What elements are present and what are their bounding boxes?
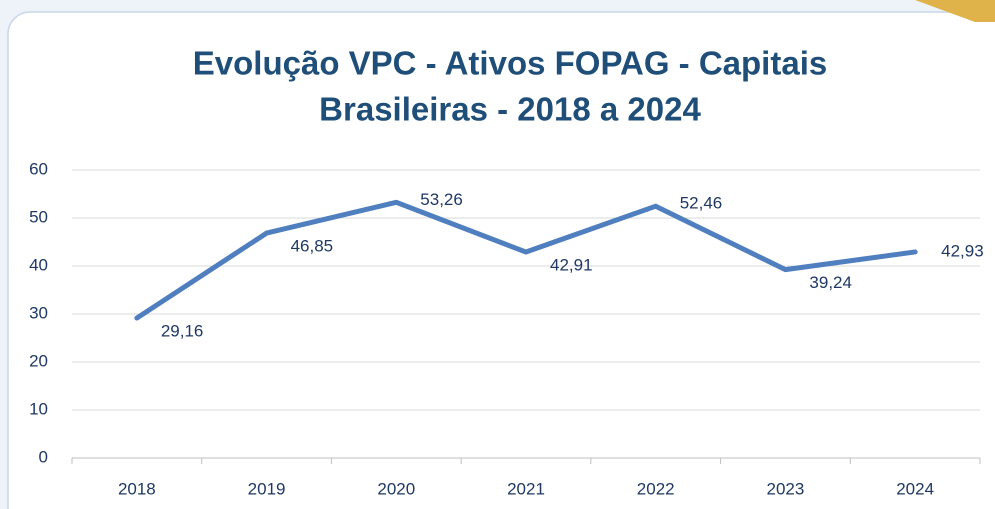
x-tick-label: 2020 — [377, 479, 415, 498]
data-label: 42,91 — [550, 256, 593, 275]
data-label: 42,93 — [941, 241, 984, 260]
y-tick-label: 30 — [29, 303, 48, 322]
line — [134, 199, 918, 321]
x-tick-label: 2023 — [767, 479, 805, 498]
x-tick-label: 2022 — [637, 479, 675, 498]
card — [7, 11, 995, 509]
y-tick-label: 20 — [29, 351, 48, 370]
y-tick-label: 60 — [29, 159, 48, 178]
y-tick-label: 40 — [29, 255, 48, 274]
data-label: 46,85 — [291, 237, 334, 256]
y-tick-label: 50 — [29, 207, 48, 226]
data-label: 52,46 — [680, 194, 723, 213]
data-label: 53,26 — [420, 190, 463, 209]
x-tick-label: 2018 — [118, 479, 156, 498]
data-label: 39,24 — [809, 273, 852, 292]
chart-title: Evolução VPC - Ativos FOPAG - Capitais — [193, 45, 827, 82]
corner-decoration — [915, 0, 995, 22]
y-tick-label: 0 — [39, 447, 48, 466]
chart-title: Brasileiras - 2018 a 2024 — [319, 91, 701, 128]
x-tick-label: 2021 — [507, 479, 545, 498]
x-tick-label: 2024 — [896, 479, 934, 498]
data-label: 29,16 — [161, 322, 204, 341]
x-tick-label: 2019 — [248, 479, 286, 498]
y-tick-label: 10 — [29, 399, 48, 418]
